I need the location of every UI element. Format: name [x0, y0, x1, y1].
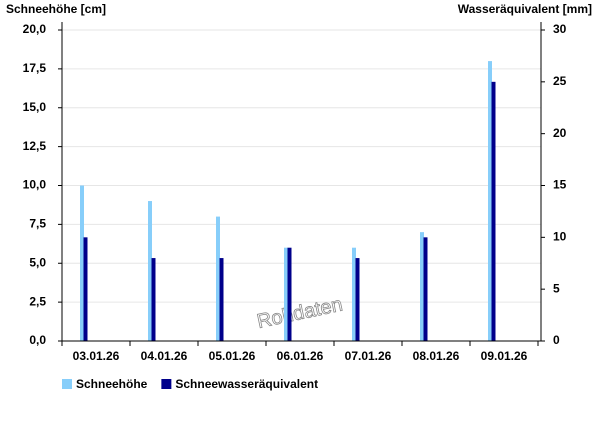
- y-tick-label: 15,0: [23, 100, 47, 114]
- bar: [151, 258, 156, 341]
- y-tick-label: 0,0: [29, 333, 46, 347]
- x-tick-label: 09.01.26: [481, 349, 528, 363]
- watermark: Rohdaten: [255, 294, 344, 334]
- legend-swatch: [62, 379, 72, 389]
- y-tick-label: 17,5: [23, 61, 47, 75]
- legend-label: Schneewasseräquivalent: [175, 377, 318, 391]
- y2-tick-label: 30: [553, 22, 567, 36]
- y2-tick-label: 15: [553, 178, 567, 192]
- bar: [80, 185, 84, 341]
- y-tick-label: 2,5: [29, 294, 46, 308]
- y-axis-title: Schneehöhe [cm]: [6, 2, 106, 16]
- bar: [420, 232, 424, 341]
- bar: [219, 258, 224, 341]
- x-tick-label: 04.01.26: [141, 349, 188, 363]
- bar: [148, 201, 152, 341]
- bar: [423, 237, 428, 341]
- y-tick-label: 10,0: [23, 178, 47, 192]
- bar: [355, 258, 360, 341]
- y2-axis-title: Wasseräquivalent [mm]: [458, 2, 592, 16]
- x-tick-label: 06.01.26: [277, 349, 324, 363]
- x-tick-label: 03.01.26: [73, 349, 120, 363]
- y-tick-label: 12,5: [23, 139, 47, 153]
- y2-tick-label: 5: [553, 281, 560, 295]
- bar: [352, 247, 356, 341]
- bar: [216, 216, 220, 341]
- x-tick-label: 05.01.26: [209, 349, 256, 363]
- y-tick-label: 7,5: [29, 217, 46, 231]
- y-tick-label: 20,0: [23, 22, 47, 36]
- y2-tick-label: 10: [553, 230, 567, 244]
- y-tick-label: 5,0: [29, 255, 46, 269]
- bar: [491, 81, 496, 341]
- y2-tick-label: 0: [553, 333, 560, 347]
- x-tick-label: 08.01.26: [413, 349, 460, 363]
- bar: [488, 61, 492, 341]
- bar: [287, 247, 292, 341]
- y2-tick-label: 20: [553, 126, 567, 140]
- legend-swatch: [161, 379, 172, 389]
- bar: [83, 237, 88, 341]
- bar: [284, 247, 288, 341]
- x-tick-label: 07.01.26: [345, 349, 392, 363]
- legend-label: Schneehöhe: [76, 377, 148, 391]
- y2-tick-label: 25: [553, 74, 567, 88]
